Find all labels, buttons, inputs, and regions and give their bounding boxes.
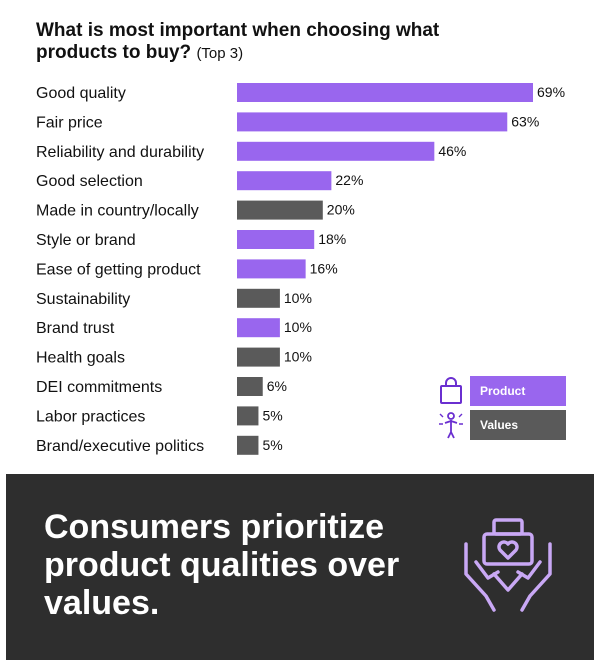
person-values-icon — [439, 412, 463, 439]
bar — [237, 288, 280, 308]
legend-product-label: Product — [470, 376, 566, 406]
bar — [237, 141, 435, 161]
bar — [237, 435, 259, 455]
data-label: 18% — [318, 231, 346, 247]
bar — [237, 377, 263, 396]
category-label: Reliability and durability — [36, 144, 204, 161]
category-label: Health goals — [36, 350, 125, 367]
bar — [237, 406, 259, 426]
legend-item-product: Product — [436, 376, 576, 406]
data-label: 5% — [262, 437, 282, 453]
data-label: 22% — [335, 172, 363, 188]
bar — [237, 318, 280, 338]
bar — [237, 200, 323, 220]
data-label: 5% — [262, 407, 282, 423]
data-label: 63% — [511, 113, 539, 129]
category-label: Brand trust — [36, 320, 115, 337]
legend-item-values: Values — [436, 410, 576, 440]
data-label: 20% — [327, 202, 355, 218]
legend: Product Values — [436, 376, 576, 440]
data-label: 10% — [284, 349, 312, 365]
category-label: Good quality — [36, 85, 126, 102]
legend-values-label: Values — [470, 410, 566, 440]
data-label: 16% — [310, 260, 338, 276]
bar — [237, 171, 332, 191]
chart-title: What is most important when choosing wha… — [36, 20, 506, 65]
data-label: 46% — [438, 143, 466, 159]
bar — [237, 347, 280, 367]
data-label: 6% — [267, 378, 287, 394]
hands-holding-box-heart-icon — [464, 518, 552, 612]
category-label: Fair price — [36, 114, 103, 131]
summary-banner: Consumers prioritize product qualities o… — [6, 474, 594, 660]
bar — [237, 112, 508, 132]
data-label: 10% — [284, 290, 312, 306]
category-label: Made in country/locally — [36, 203, 199, 220]
category-label: DEI commitments — [36, 379, 162, 396]
data-label: 10% — [284, 319, 312, 335]
chart-subtitle: (Top 3) — [196, 45, 244, 62]
bar — [237, 230, 315, 249]
bar — [237, 259, 306, 279]
category-label: Sustainability — [36, 291, 130, 308]
bar-chart: Good quality 69% Fair price 63% Reliability … — [36, 83, 565, 455]
chart-title-text: What is most important when choosing wha… — [36, 20, 440, 63]
bar — [237, 83, 533, 102]
category-label: Labor practices — [36, 408, 145, 425]
shopping-bag-icon — [440, 377, 462, 404]
banner-text: Consumers prioritize product qualities o… — [44, 508, 400, 622]
category-label: Ease of getting product — [36, 261, 201, 278]
category-label: Style or brand — [36, 232, 136, 249]
category-label: Good selection — [36, 173, 143, 190]
category-label: Brand/executive politics — [36, 438, 204, 455]
data-label: 69% — [537, 84, 565, 100]
